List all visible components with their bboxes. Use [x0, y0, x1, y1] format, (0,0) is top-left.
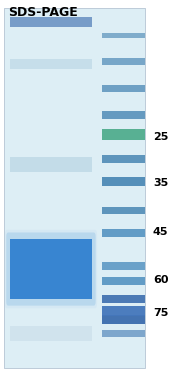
FancyBboxPatch shape [102, 58, 145, 65]
FancyBboxPatch shape [10, 59, 92, 69]
FancyBboxPatch shape [102, 315, 145, 324]
FancyBboxPatch shape [102, 111, 145, 119]
FancyBboxPatch shape [102, 177, 145, 186]
FancyBboxPatch shape [5, 230, 97, 308]
FancyBboxPatch shape [102, 207, 145, 214]
FancyBboxPatch shape [102, 129, 145, 140]
FancyBboxPatch shape [6, 232, 96, 306]
Text: 25: 25 [153, 132, 168, 142]
FancyBboxPatch shape [10, 157, 92, 172]
FancyBboxPatch shape [102, 306, 145, 316]
Text: 35: 35 [153, 178, 168, 188]
FancyBboxPatch shape [102, 277, 145, 285]
Text: SDS-PAGE: SDS-PAGE [8, 6, 78, 19]
FancyBboxPatch shape [102, 295, 145, 303]
FancyBboxPatch shape [102, 229, 145, 237]
FancyBboxPatch shape [4, 8, 145, 368]
FancyBboxPatch shape [102, 262, 145, 270]
FancyBboxPatch shape [10, 326, 92, 341]
Text: 60: 60 [153, 275, 168, 285]
FancyBboxPatch shape [102, 33, 145, 38]
FancyBboxPatch shape [102, 330, 145, 337]
FancyBboxPatch shape [102, 85, 145, 92]
FancyBboxPatch shape [10, 239, 92, 299]
Text: 45: 45 [153, 228, 168, 237]
FancyBboxPatch shape [10, 17, 92, 27]
Text: 75: 75 [153, 308, 168, 318]
FancyBboxPatch shape [102, 155, 145, 163]
